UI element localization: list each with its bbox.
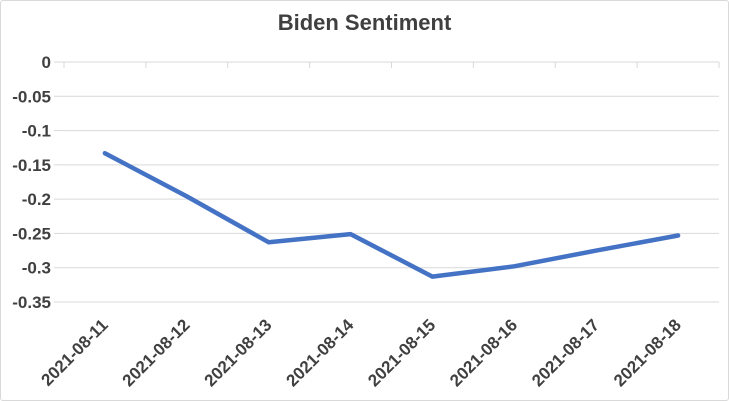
sentiment-line <box>102 150 681 279</box>
x-axis-tick-label: 2021-08-16 <box>446 315 521 390</box>
y-axis-tick-label: -0.35 <box>12 293 51 312</box>
x-axis-tick-label: 2021-08-11 <box>37 315 111 389</box>
y-axis-tick-label: -0.3 <box>22 259 51 278</box>
y-axis-tick-label: -0.05 <box>12 87 51 106</box>
x-axis-tick-label: 2021-08-17 <box>528 315 603 390</box>
chart-title: Biden Sentiment <box>277 10 452 35</box>
y-axis-tick-label: -0.25 <box>12 224 51 243</box>
y-axis-tick-label: -0.2 <box>22 190 51 209</box>
x-axis-tick-label: 2021-08-12 <box>119 315 194 390</box>
x-axis-tick-label: 2021-08-14 <box>282 315 357 390</box>
y-axis-tick-label: -0.1 <box>22 122 51 141</box>
x-axis-tick-label: 2021-08-13 <box>201 315 276 390</box>
x-axis-tick-label: 2021-08-15 <box>364 315 439 390</box>
y-axis-tick-label: -0.15 <box>12 156 51 175</box>
x-axis-tick-label: 2021-08-18 <box>610 315 685 390</box>
y-axis-tick-label: 0 <box>42 53 51 72</box>
